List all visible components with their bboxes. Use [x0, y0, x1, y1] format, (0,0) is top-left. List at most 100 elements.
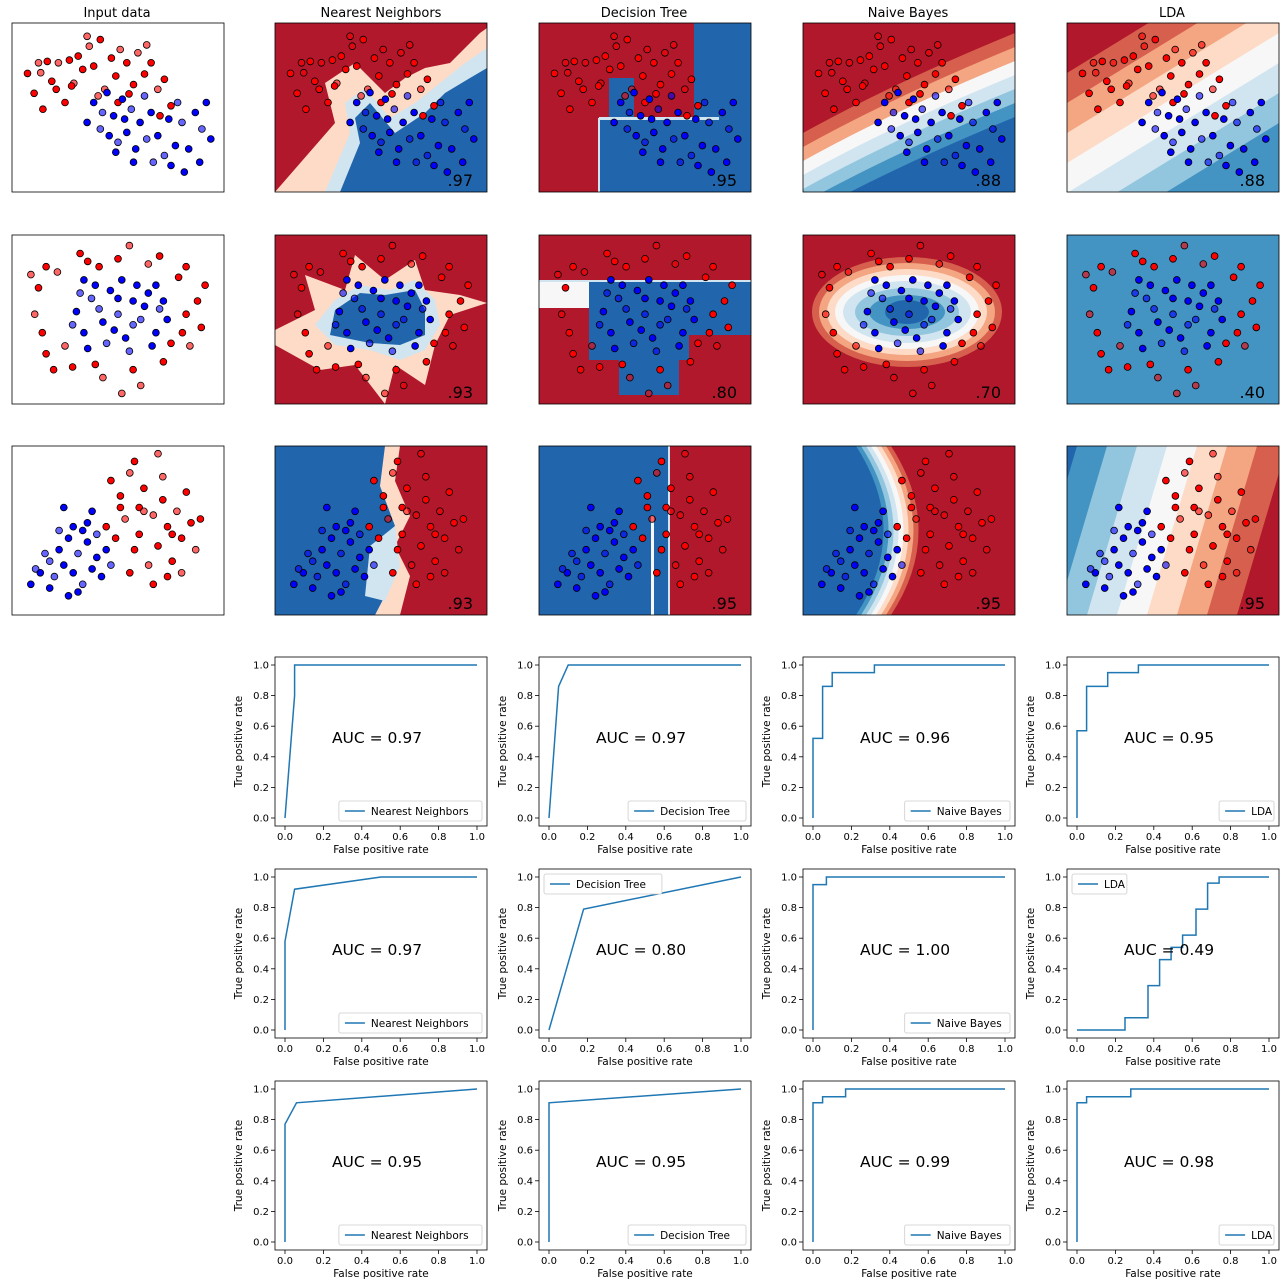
- blue-point: [59, 503, 68, 512]
- red-point: [1116, 98, 1124, 107]
- blue-point: [173, 98, 182, 107]
- red-point: [595, 363, 604, 371]
- blue-point: [1214, 297, 1223, 305]
- roc-frame: [274, 656, 488, 827]
- blue-point: [605, 526, 614, 535]
- roc-frame: [802, 656, 1016, 827]
- blue-point: [83, 344, 92, 353]
- panel-frame: [802, 22, 1016, 193]
- blue-point: [964, 98, 973, 107]
- blue-point: [96, 125, 105, 133]
- red-point: [1151, 35, 1160, 44]
- red-point: [193, 297, 202, 305]
- x-tick-label: 0.2: [579, 832, 595, 843]
- blue-point: [1186, 145, 1195, 153]
- blue-point: [198, 125, 206, 133]
- blue-point: [26, 580, 35, 589]
- blue-point: [943, 281, 951, 290]
- decision-band: [1067, 235, 1279, 404]
- red-point: [1094, 105, 1102, 113]
- red-point: [1195, 484, 1203, 493]
- red-point: [1116, 342, 1124, 350]
- blue-point: [1215, 151, 1224, 160]
- blue-point: [1142, 294, 1151, 303]
- blue-point: [927, 118, 935, 127]
- blue-point: [641, 310, 649, 319]
- blue-point: [596, 568, 604, 577]
- auc-annotation: AUC = 0.95: [332, 1153, 422, 1171]
- roc-curve: [1076, 1088, 1269, 1242]
- red-point: [709, 310, 717, 319]
- blue-point: [69, 568, 77, 577]
- column-title-nearest-neighbors: Nearest Neighbors: [321, 6, 442, 21]
- y-tick-label: 0.6: [517, 1146, 533, 1157]
- red-point: [290, 270, 298, 279]
- red-point: [949, 472, 958, 481]
- blue-point: [365, 339, 374, 348]
- red-point: [1218, 522, 1227, 531]
- red-point: [445, 488, 454, 496]
- blue-point: [601, 549, 609, 558]
- red-point: [581, 58, 590, 67]
- red-point: [42, 349, 50, 358]
- x-axis-label: False positive rate: [333, 844, 429, 856]
- roc-curve: [812, 664, 1005, 818]
- blue-point: [641, 138, 649, 147]
- blue-point: [694, 161, 702, 170]
- blue-point: [931, 92, 940, 100]
- blue-point: [416, 131, 425, 140]
- red-point: [574, 77, 583, 86]
- blue-point: [832, 549, 840, 558]
- blue-point: [332, 568, 341, 577]
- legend-box: [338, 800, 483, 822]
- blue-point: [83, 538, 92, 546]
- y-tick-label: 0.6: [781, 934, 797, 945]
- blue-point: [163, 315, 172, 324]
- red-point: [431, 557, 440, 565]
- roc-curve: [1076, 664, 1269, 818]
- red-point: [125, 90, 133, 98]
- y-tick-label: 1.0: [1045, 873, 1061, 884]
- red-point: [709, 262, 717, 271]
- blue-point: [1119, 534, 1128, 542]
- red-point: [177, 568, 186, 577]
- blue-point: [614, 294, 623, 303]
- red-point: [393, 457, 402, 466]
- blue-point: [1153, 108, 1162, 117]
- red-point: [1133, 65, 1142, 74]
- red-point: [685, 495, 694, 504]
- red-point: [705, 328, 714, 337]
- auc-annotation: AUC = 0.49: [1124, 941, 1214, 959]
- red-point: [374, 534, 383, 542]
- legend-box: [627, 1224, 747, 1246]
- red-point: [601, 52, 610, 60]
- legend: LDA: [1218, 800, 1275, 822]
- roc-panel: 0.0 0.2 0.4 0.6 0.8 1.0 0.0 0.2 0.4 0.6 0.8 1.0 Fals…: [233, 656, 488, 856]
- blue-point: [680, 131, 689, 140]
- red-point: [107, 476, 115, 485]
- score-label: .80: [712, 383, 737, 402]
- red-point: [1246, 545, 1255, 554]
- blue-point: [887, 125, 896, 133]
- blue-point: [399, 118, 407, 127]
- x-tick-label: 1.0: [997, 1256, 1013, 1267]
- red-point: [191, 545, 200, 554]
- x-tick-label: 0.0: [541, 832, 557, 843]
- red-point: [992, 281, 1000, 290]
- red-point: [324, 342, 332, 350]
- red-point: [588, 98, 596, 107]
- roc-frame: [1066, 868, 1280, 1039]
- red-point: [337, 52, 346, 60]
- blue-point: [846, 545, 854, 554]
- red-point: [988, 323, 997, 332]
- blue-point: [660, 281, 668, 290]
- red-point: [305, 262, 313, 271]
- x-tick-label: 1.0: [733, 1256, 749, 1267]
- score-label: .93: [448, 594, 473, 613]
- red-point: [718, 545, 727, 554]
- blue-point: [114, 138, 122, 147]
- blue-point: [337, 588, 345, 596]
- x-tick-label: 0.0: [1069, 1256, 1085, 1267]
- red-point: [454, 545, 463, 554]
- blue-point: [572, 584, 581, 592]
